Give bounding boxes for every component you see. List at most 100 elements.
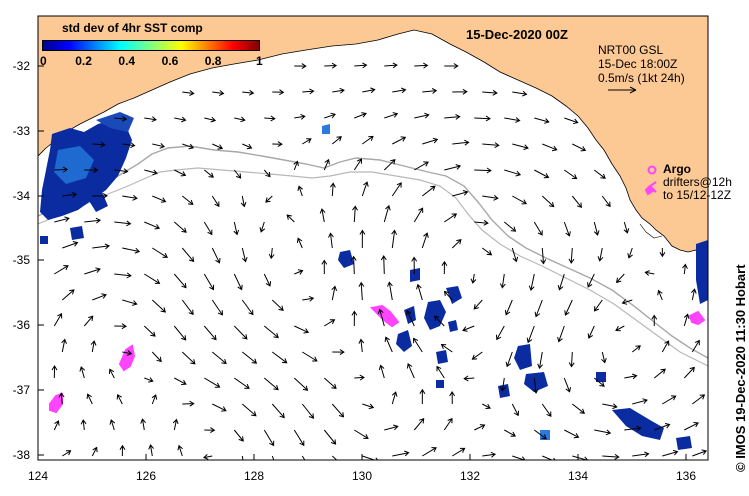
- current-vector-arrow: [259, 221, 266, 233]
- current-vector-arrow: [351, 310, 358, 327]
- current-vector-arrow: [436, 365, 445, 379]
- current-vector-arrow: [233, 221, 240, 236]
- current-vector-arrow: [413, 207, 424, 223]
- argo-legend-markers: [647, 165, 657, 193]
- current-vector-arrow: [387, 281, 393, 301]
- current-vector-arrow: [181, 299, 194, 316]
- current-vector-arrow: [353, 158, 363, 171]
- current-vector-arrow: [362, 455, 379, 460]
- current-vector-arrow: [108, 368, 115, 379]
- current-vector-arrow: [92, 141, 106, 148]
- current-vector-arrow: [203, 169, 214, 178]
- colorbar-tick-label: 0.6: [161, 54, 179, 68]
- current-vector-arrow: [271, 403, 285, 419]
- current-vector-arrow: [204, 427, 216, 434]
- current-vector-arrow: [624, 425, 642, 432]
- current-vector-arrow: [212, 90, 225, 96]
- current-vector-arrow: [361, 181, 369, 197]
- current-vector-arrow: [293, 377, 309, 391]
- current-vector-arrow: [122, 299, 138, 306]
- current-vector-arrow: [61, 338, 67, 353]
- current-vector-arrow: [122, 142, 136, 149]
- current-vector-arrow: [564, 117, 579, 125]
- current-vector-arrow: [557, 273, 565, 291]
- current-vector-arrow: [272, 141, 283, 148]
- current-vector-arrow: [241, 247, 248, 263]
- current-vector-arrow: [203, 325, 217, 341]
- current-vector-arrow: [632, 398, 648, 405]
- current-legend: NRT00 GSL 15-Dec 18:00Z 0.5m/s (1kt 24h): [598, 43, 685, 85]
- current-vector-arrow: [323, 429, 337, 445]
- current-vector-arrow: [444, 63, 459, 69]
- current-vector-arrow: [602, 403, 618, 410]
- current-vector-arrow: [571, 403, 586, 414]
- shelf-contour: [38, 145, 708, 359]
- current-vector-arrow: [452, 88, 468, 95]
- current-vector-arrow: [512, 143, 529, 150]
- current-vector-arrow: [151, 394, 158, 405]
- current-vector-arrow: [383, 159, 396, 171]
- current-vector-arrow: [443, 417, 453, 431]
- current-vector-arrow: [212, 403, 227, 412]
- current-vector-arrow: [362, 135, 374, 145]
- current-vector-arrow: [54, 166, 69, 173]
- current-vector-arrow: [627, 247, 633, 259]
- current-vector-arrow: [568, 351, 575, 368]
- current-vector-arrow: [422, 137, 439, 145]
- current-vector-arrow: [413, 337, 423, 353]
- current-vector-arrow: [440, 343, 453, 353]
- current-vector-arrow: [122, 194, 138, 201]
- current-vector-arrow: [301, 455, 306, 460]
- current-vector-arrow: [384, 424, 399, 431]
- current-vector-arrow: [332, 349, 345, 356]
- current-vector-arrow: [380, 255, 387, 275]
- current-vector-arrow: [92, 243, 111, 250]
- current-vector-arrow: [202, 454, 213, 460]
- current-vector-arrow: [537, 351, 543, 370]
- current-vector-arrow: [505, 351, 513, 368]
- current-vector-arrow: [301, 403, 315, 419]
- current-vector-arrow: [263, 377, 279, 391]
- current-vector-arrow: [152, 195, 167, 203]
- current-vector-arrow: [632, 451, 650, 458]
- current-vector-arrow: [54, 216, 70, 223]
- current-vector-arrow: [302, 138, 312, 145]
- current-vector-arrow: [419, 388, 426, 405]
- current-vector-arrow: [444, 164, 462, 171]
- current-vector-arrow: [86, 393, 93, 405]
- current-vector-arrow: [593, 169, 606, 179]
- current-vector-arrow: [323, 158, 330, 171]
- current-vector-arrow: [434, 315, 445, 327]
- current-vector-arrow: [414, 161, 429, 171]
- current-vector-arrow: [174, 169, 187, 177]
- current-vector-arrow: [211, 299, 223, 316]
- current-vector-arrow: [377, 308, 385, 327]
- current-vector-arrow: [503, 221, 517, 232]
- current-legend-time: 15-Dec 18:00Z: [598, 57, 678, 71]
- current-vector-arrow: [109, 419, 116, 431]
- current-vector-arrow: [181, 195, 194, 205]
- current-vector-arrow: [504, 299, 513, 316]
- current-vector-arrow: [499, 273, 506, 289]
- current-vector-arrow: [144, 221, 161, 230]
- current-vector-arrow: [657, 289, 663, 301]
- current-vector-arrow: [234, 377, 250, 389]
- current-vector-arrow: [532, 377, 539, 394]
- date-title: 15-Dec-2020 00Z: [466, 27, 568, 42]
- current-vector-arrow: [62, 191, 78, 198]
- colorbar-tick-label: 0.4: [118, 54, 136, 68]
- current-vector-arrow: [482, 194, 499, 201]
- argo-legend-line2: to 15/12-12Z: [663, 188, 732, 202]
- current-vector-arrow: [463, 375, 475, 382]
- current-vector-arrow: [534, 169, 550, 179]
- current-vector-arrow: [51, 365, 58, 379]
- current-vector-arrow: [263, 429, 275, 447]
- current-vector-arrow: [683, 366, 695, 379]
- colorbar-tick-label: 0.2: [75, 54, 92, 68]
- lat-tick-label: -34: [13, 189, 31, 203]
- current-vector-arrow: [331, 136, 342, 145]
- current-vector-arrow: [233, 429, 244, 442]
- current-vector-arrow: [615, 273, 625, 284]
- current-vector-arrow: [512, 195, 528, 205]
